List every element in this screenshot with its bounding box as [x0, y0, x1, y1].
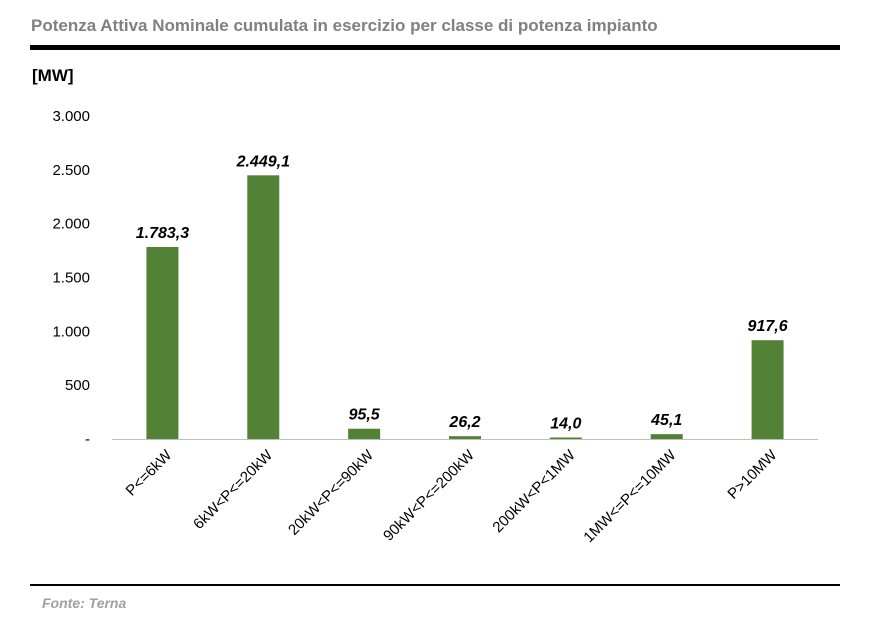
bar-chart: - 500 1.000 1.500 2.000 2.500 3.000 1.783,3 P<=6…: [52, 108, 818, 546]
data-label: 26,2: [448, 414, 480, 431]
x-tick-label: 20kW<P<=90kW: [285, 446, 377, 538]
x-tick-label: P<=6kW: [123, 446, 176, 499]
data-label: 14,0: [550, 415, 581, 432]
chart-title: Potenza Attiva Nominale cumulata in eser…: [31, 16, 658, 35]
data-label: 95,5: [349, 407, 381, 424]
bar: [348, 428, 381, 439]
x-tick-label: 200kW<P<1MW: [489, 446, 579, 536]
y-axis-unit: [MW]: [32, 66, 74, 85]
data-label: 2.449,1: [236, 153, 290, 170]
bar: [449, 436, 481, 439]
data-label: 917,6: [748, 318, 788, 335]
bottom-rule: [30, 584, 840, 586]
data-label: 45,1: [650, 412, 682, 429]
bar: [247, 175, 280, 439]
x-tick-label: 90kW<P<=200kW: [380, 446, 478, 544]
y-tick-label: -: [85, 431, 90, 448]
bar: [146, 246, 179, 439]
bar: [650, 434, 683, 439]
y-tick-label: 1.000: [52, 323, 90, 340]
y-tick-label: 3.000: [52, 108, 90, 125]
bar: [751, 340, 784, 439]
source-note: Fonte: Terna: [42, 595, 127, 611]
y-tick-label: 500: [65, 377, 90, 394]
bar: [549, 437, 582, 439]
x-tick-label: 1MW<=P<=10MW: [580, 446, 680, 546]
x-tick-label: 6kW<P<=20kW: [190, 446, 277, 533]
y-tick-label: 1.500: [52, 270, 90, 287]
x-tick-label: P>10MW: [724, 446, 781, 503]
top-rule: [30, 45, 840, 50]
y-tick-label: 2.000: [52, 216, 90, 233]
y-tick-label: 2.500: [52, 162, 90, 179]
data-label: 1.783,3: [136, 225, 189, 242]
